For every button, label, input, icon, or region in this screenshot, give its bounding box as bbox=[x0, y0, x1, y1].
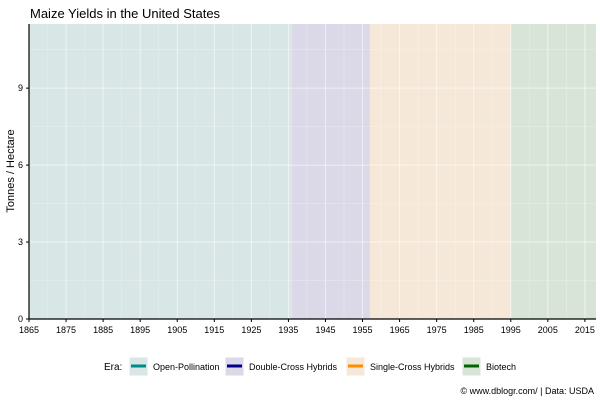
x-tick-label: 1985 bbox=[464, 325, 484, 335]
era-band-2 bbox=[369, 24, 511, 319]
x-tick-label: 1975 bbox=[427, 325, 447, 335]
legend: Era: Open-Pollination Double-Cross Hybrids… bbox=[104, 356, 516, 377]
axes: 1865 1875 1885 1895 1905 1915 1925 1935 1945 1955… bbox=[18, 24, 596, 335]
x-tick-label: 1945 bbox=[315, 325, 335, 335]
x-tick-label: 1885 bbox=[93, 325, 113, 335]
era-band-1 bbox=[292, 24, 370, 319]
source-caption: © www.dblogr.com/ | Data: USDA bbox=[460, 386, 594, 396]
chart-title: Maize Yields in the United States bbox=[30, 6, 221, 21]
era-band-3 bbox=[510, 24, 596, 319]
legend-label-3: Biotech bbox=[486, 362, 516, 372]
plot-background bbox=[29, 24, 596, 319]
x-tick-label: 1935 bbox=[278, 325, 298, 335]
x-tick-label: 1875 bbox=[56, 325, 76, 335]
legend-label-2: Single-Cross Hybrids bbox=[370, 362, 455, 372]
x-tick-label: 1915 bbox=[204, 325, 224, 335]
y-tick-label: 3 bbox=[18, 237, 23, 247]
y-tick-label: 9 bbox=[18, 83, 23, 93]
x-tick-label: 1925 bbox=[241, 325, 261, 335]
y-axis-label: Tonnes / Hectare bbox=[5, 129, 17, 212]
x-tick-label: 2005 bbox=[538, 325, 558, 335]
x-tick-label: 1955 bbox=[353, 325, 373, 335]
y-tick-label: 6 bbox=[18, 160, 23, 170]
legend-label-0: Open-Pollination bbox=[153, 362, 220, 372]
y-tick-label: 0 bbox=[18, 314, 23, 324]
legend-label-1: Double-Cross Hybrids bbox=[249, 362, 338, 372]
x-tick-label: 1965 bbox=[390, 325, 410, 335]
x-tick-label: 1905 bbox=[167, 325, 187, 335]
x-tick-label: 1995 bbox=[501, 325, 521, 335]
x-tick-label: 1865 bbox=[19, 325, 39, 335]
era-band-0 bbox=[29, 24, 293, 319]
legend-title: Era: bbox=[104, 362, 122, 373]
x-tick-label: 2015 bbox=[575, 325, 595, 335]
x-tick-label: 1895 bbox=[130, 325, 150, 335]
